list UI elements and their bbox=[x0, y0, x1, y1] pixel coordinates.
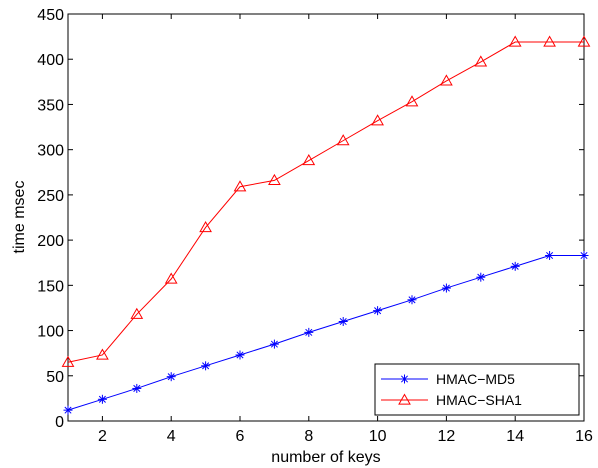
series-line bbox=[67, 254, 584, 411]
legend: HMAC−MD5 HMAC−SHA1 bbox=[374, 363, 580, 416]
y-axis-ticks: 0 50 100 150 200 250 300 350 400 450 bbox=[37, 7, 584, 431]
data-point-stroke bbox=[167, 373, 175, 381]
data-point bbox=[130, 307, 144, 319]
y-tick-label: 250 bbox=[37, 188, 64, 205]
data-point bbox=[132, 383, 142, 393]
plot-area bbox=[67, 13, 585, 422]
legend-label: HMAC−SHA1 bbox=[436, 392, 522, 408]
data-point-stroke bbox=[374, 307, 382, 315]
legend-marker bbox=[400, 374, 409, 384]
x-tick-label: 6 bbox=[236, 428, 245, 445]
y-tick-label: 100 bbox=[37, 324, 64, 341]
legend-marker-stroke bbox=[400, 375, 409, 383]
y-tick-label: 450 bbox=[37, 7, 64, 24]
y-tick-label: 350 bbox=[37, 97, 64, 114]
data-point bbox=[371, 114, 384, 126]
data-point bbox=[441, 283, 451, 293]
x-tick-label: 16 bbox=[575, 428, 593, 445]
y-tick-label: 200 bbox=[37, 233, 64, 250]
data-point bbox=[201, 361, 211, 371]
data-point-stroke bbox=[408, 296, 416, 304]
data-point bbox=[579, 250, 589, 260]
legend-box bbox=[374, 363, 580, 416]
data-point bbox=[476, 272, 486, 282]
series-layer bbox=[61, 35, 591, 415]
data-point-stroke bbox=[202, 362, 210, 370]
x-axis-ticks: 2 4 6 8 10 12 14 16 bbox=[67, 14, 593, 445]
data-point bbox=[63, 405, 73, 415]
data-point bbox=[545, 250, 555, 260]
legend-entries: HMAC−MD5 HMAC−SHA1 bbox=[381, 371, 522, 408]
data-point bbox=[577, 35, 591, 47]
data-point bbox=[336, 134, 350, 146]
y-tick-label: 400 bbox=[37, 52, 64, 69]
x-tick-label: 14 bbox=[506, 428, 524, 445]
series-line bbox=[67, 41, 584, 363]
data-point bbox=[302, 154, 316, 166]
data-point-stroke bbox=[98, 395, 106, 403]
x-tick-label: 12 bbox=[438, 428, 456, 445]
x-tick-label: 10 bbox=[369, 428, 387, 445]
legend-label: HMAC−MD5 bbox=[436, 371, 515, 387]
y-tick-label: 50 bbox=[46, 369, 64, 386]
legend-marker bbox=[398, 393, 411, 405]
series-hmac-md5 bbox=[63, 250, 589, 415]
data-point bbox=[440, 74, 453, 86]
data-point bbox=[405, 95, 419, 107]
data-point bbox=[164, 272, 178, 284]
x-axis-label: number of keys bbox=[271, 449, 380, 466]
data-point bbox=[166, 372, 176, 382]
y-tick-label: 300 bbox=[37, 143, 64, 160]
data-point-stroke bbox=[339, 317, 347, 326]
data-point bbox=[61, 355, 75, 367]
x-tick-label: 2 bbox=[98, 428, 107, 445]
data-point-stroke bbox=[511, 262, 519, 270]
series-hmac-sha1 bbox=[61, 35, 591, 367]
data-point bbox=[235, 350, 245, 360]
legend-entry: HMAC−SHA1 bbox=[381, 392, 522, 408]
data-point bbox=[269, 339, 279, 349]
legend-entry: HMAC−MD5 bbox=[381, 371, 515, 387]
data-point-stroke bbox=[580, 251, 588, 260]
y-tick-label: 0 bbox=[55, 414, 64, 431]
data-point bbox=[407, 295, 417, 305]
data-point bbox=[543, 35, 556, 47]
data-point-stroke bbox=[442, 284, 450, 292]
data-point bbox=[96, 348, 109, 360]
data-point bbox=[508, 35, 522, 47]
data-point-stroke bbox=[270, 340, 278, 348]
data-point-stroke bbox=[64, 406, 72, 414]
data-point-stroke bbox=[133, 384, 141, 392]
data-point bbox=[199, 220, 212, 233]
data-point bbox=[510, 261, 520, 271]
y-axis-label: time msec bbox=[11, 181, 28, 254]
x-tick-label: 4 bbox=[167, 428, 176, 445]
data-point-stroke bbox=[236, 351, 244, 359]
data-point-stroke bbox=[305, 328, 313, 336]
data-point bbox=[233, 180, 247, 192]
data-point-stroke bbox=[546, 251, 554, 260]
plot-frame bbox=[67, 13, 585, 422]
data-point-stroke bbox=[477, 273, 485, 281]
data-point bbox=[304, 327, 314, 337]
y-tick-label: 150 bbox=[37, 278, 64, 295]
x-tick-label: 8 bbox=[304, 428, 313, 445]
data-point bbox=[97, 394, 107, 404]
data-point bbox=[373, 306, 383, 316]
data-point bbox=[338, 317, 348, 327]
data-point bbox=[268, 173, 281, 186]
data-point bbox=[474, 55, 488, 67]
